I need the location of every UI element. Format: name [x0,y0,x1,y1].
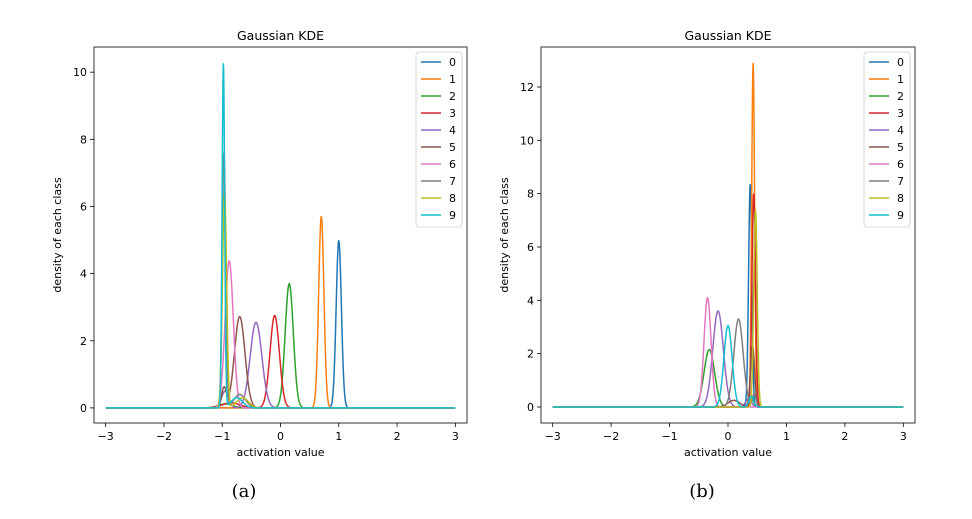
legend-label-5: 5 [449,141,456,154]
legend-label-2: 2 [897,90,904,103]
series-line-3 [552,193,904,408]
legend-label-0: 0 [897,56,904,69]
legend-label-9: 9 [897,209,904,222]
legend-label-8: 8 [449,192,456,205]
series-line-9 [552,324,904,408]
series-line-2 [105,282,456,409]
series-line-1 [105,215,456,409]
y-tick-label: 6 [527,241,534,254]
x-tick-label: −2 [603,430,619,443]
x-tick-label: −3 [98,430,114,443]
x-tick-label: 1 [335,430,342,443]
y-tick-label: 10 [520,134,534,147]
x-tick-label: −2 [156,430,172,443]
legend-label-4: 4 [449,124,456,137]
plot-area [552,62,904,408]
series-line-8 [105,192,456,409]
y-tick-label: 2 [527,348,534,361]
legend-label-0: 0 [449,56,456,69]
y-tick-label: 2 [80,335,87,348]
series-line-0 [105,240,456,409]
y-tick-label: 12 [520,81,534,94]
legend: 0 1 2 3 4 5 6 7 8 9 [415,51,463,228]
legend-label-7: 7 [449,175,456,188]
x-tick-label: −1 [661,430,677,443]
legend-label-3: 3 [449,107,456,120]
chart-title: Gaussian KDE [684,28,771,43]
y-tick-label: 8 [527,188,534,201]
y-tick-label: 6 [80,200,87,213]
x-tick-label: 2 [394,430,401,443]
x-tick-label: 0 [277,430,284,443]
series-line-6 [105,260,456,409]
legend-label-6: 6 [897,158,904,171]
legend-label-5: 5 [897,141,904,154]
legend-label-1: 1 [897,73,904,86]
y-tick-label: 4 [80,268,87,281]
chart-title: Gaussian KDE [237,28,324,43]
series-line-9 [105,63,456,409]
y-axis-label: density of each class [51,177,64,293]
x-axis-label: activation value [684,446,772,459]
legend-label-9: 9 [449,209,456,222]
series-line-8 [552,209,904,408]
panel-caption: (b) [689,481,715,502]
legend-label-2: 2 [449,90,456,103]
legend-label-3: 3 [897,107,904,120]
y-tick-label: 4 [527,294,534,307]
y-tick-label: 0 [527,401,534,414]
x-tick-label: 2 [841,430,848,443]
y-tick-label: 10 [73,66,87,79]
x-tick-label: −3 [545,430,561,443]
legend: 0 1 2 3 4 5 6 7 8 9 [863,51,911,228]
legend-label-8: 8 [897,192,904,205]
legend-label-4: 4 [897,124,904,137]
x-tick-label: 3 [900,430,907,443]
y-tick-label: 0 [80,402,87,415]
axes-frame [540,46,916,424]
series-line-0 [552,183,904,408]
series-line-1 [552,62,904,408]
x-tick-label: 3 [452,430,459,443]
legend-label-1: 1 [449,73,456,86]
y-axis-label: density of each class [498,177,511,293]
plot-area [105,63,456,409]
x-axis-label: activation value [236,446,324,459]
x-tick-label: 0 [725,430,732,443]
legend-label-7: 7 [897,175,904,188]
y-tick-label: 8 [80,133,87,146]
legend-label-6: 6 [449,158,456,171]
panel-caption: (a) [232,481,257,502]
x-tick-label: −1 [214,430,230,443]
x-tick-label: 1 [783,430,790,443]
